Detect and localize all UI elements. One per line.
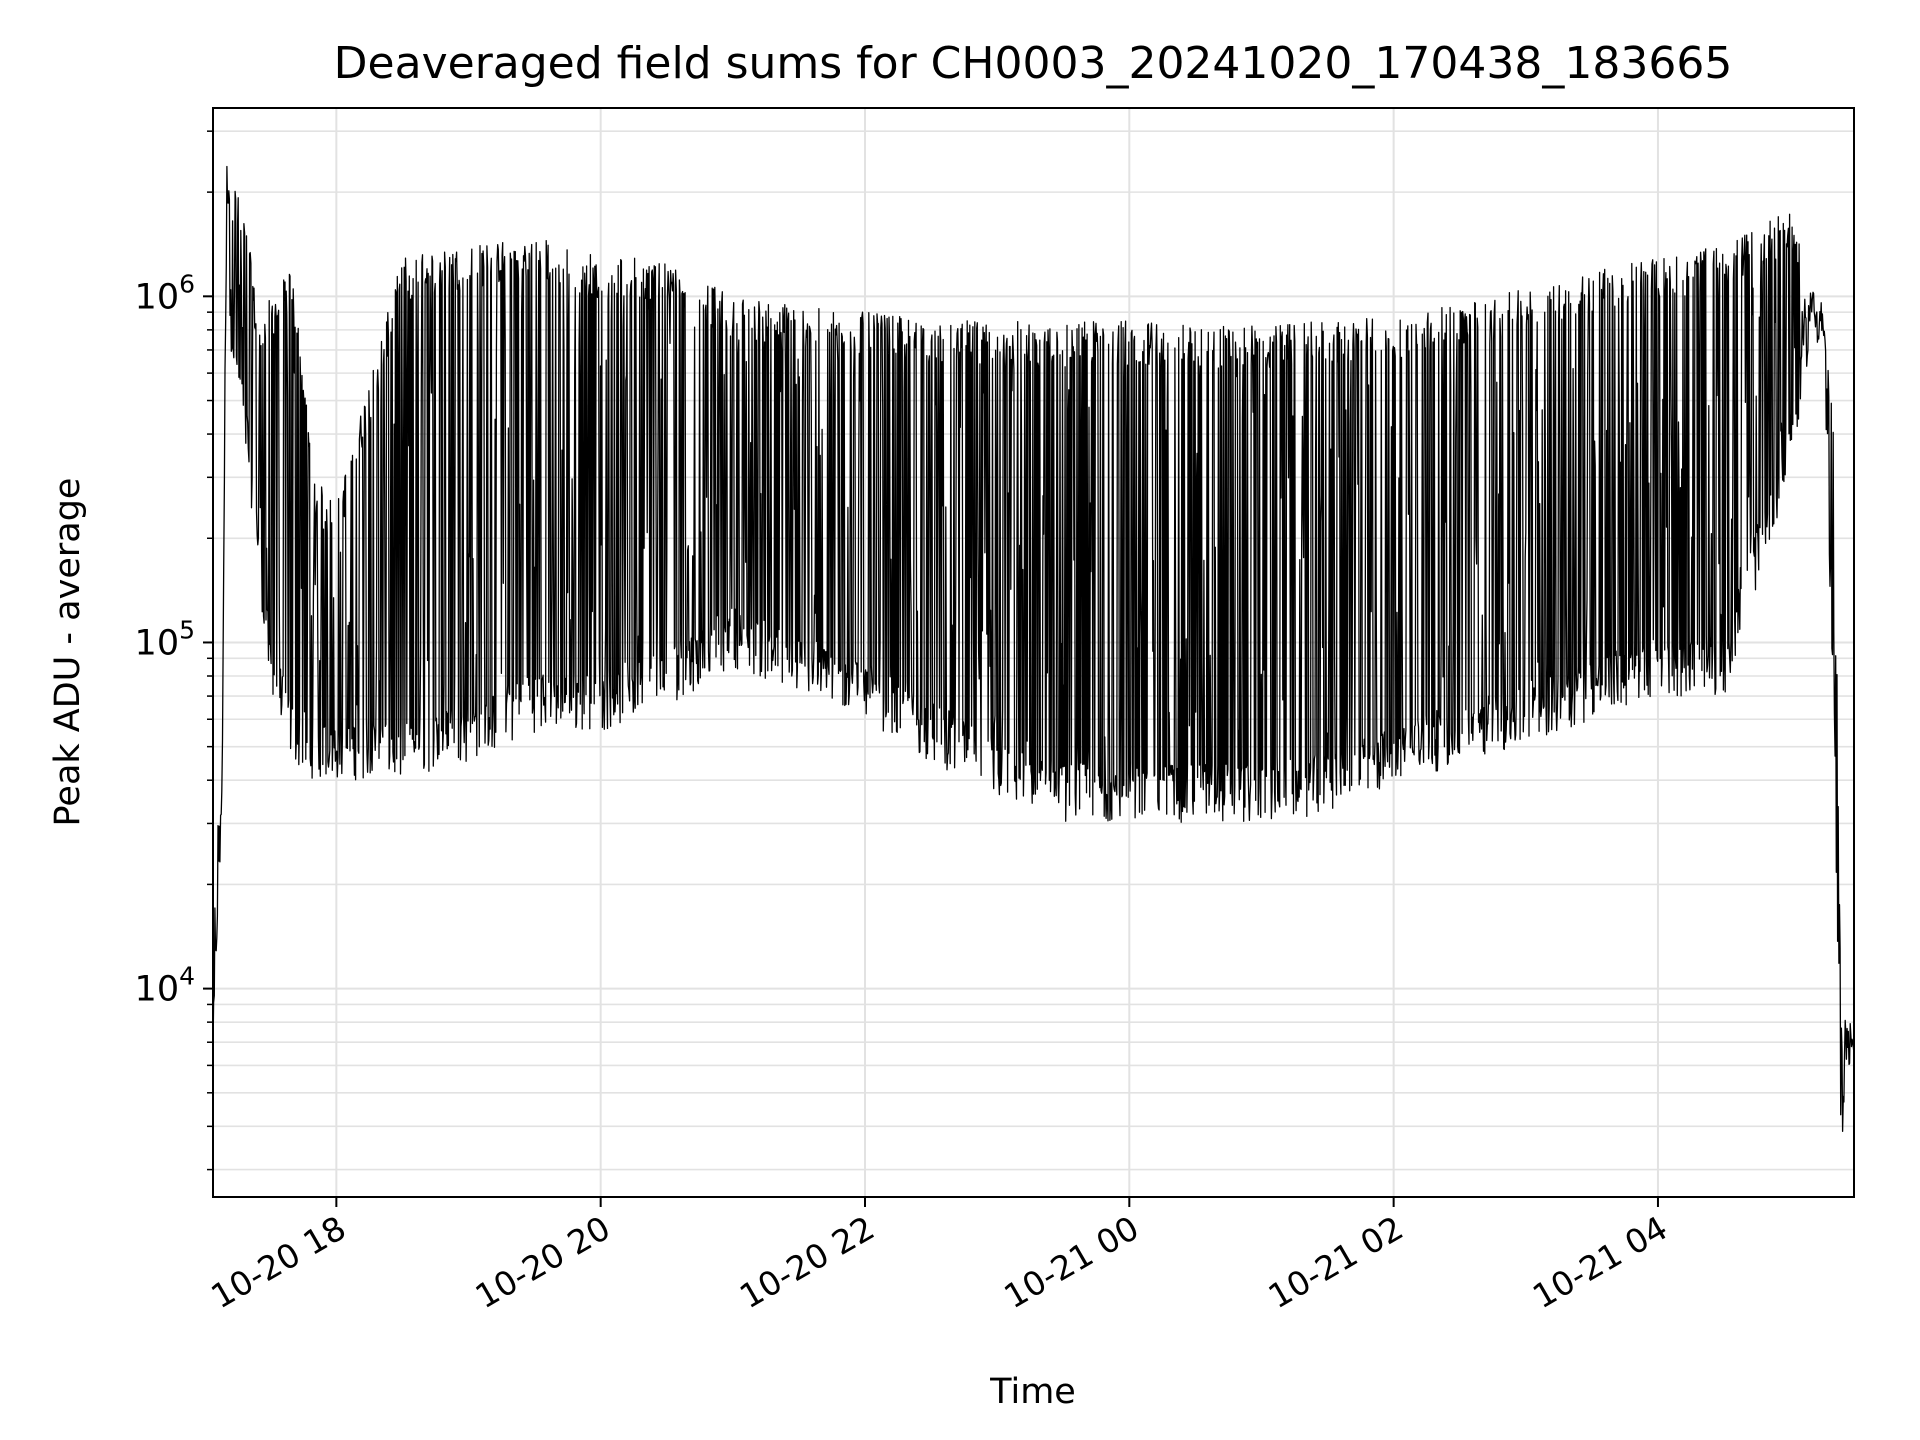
series-line xyxy=(212,165,1855,1132)
chart-title: Deaveraged field sums for CH0003_2024102… xyxy=(334,38,1733,89)
y-axis: 104 105 106 xyxy=(135,130,213,1171)
y-tick-label: 106 xyxy=(135,269,195,317)
y-tick-label: 105 xyxy=(135,615,195,663)
y-tick-label: 104 xyxy=(135,962,195,1010)
y-axis-label: Peak ADU - average xyxy=(48,478,88,827)
x-axis-label: Time xyxy=(989,1372,1076,1412)
series-container xyxy=(212,165,1855,1132)
plot-frame xyxy=(212,107,1855,1198)
